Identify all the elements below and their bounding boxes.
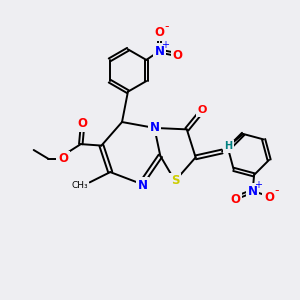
Text: O: O (58, 152, 68, 165)
Text: N: N (248, 184, 258, 198)
Text: H: H (225, 141, 233, 151)
Text: CH₃: CH₃ (71, 181, 88, 190)
Text: N: N (138, 179, 148, 192)
Text: S: S (171, 174, 179, 188)
Text: -: - (165, 20, 169, 33)
Text: -: - (274, 184, 278, 197)
Text: O: O (77, 117, 87, 130)
Text: O: O (231, 194, 241, 206)
Text: O: O (264, 191, 274, 204)
Text: +: + (161, 40, 169, 50)
Text: +: + (254, 180, 262, 190)
Text: N: N (154, 45, 164, 58)
Text: O: O (172, 49, 182, 62)
Text: N: N (149, 122, 159, 134)
Text: O: O (198, 105, 207, 115)
Text: O: O (154, 26, 164, 39)
